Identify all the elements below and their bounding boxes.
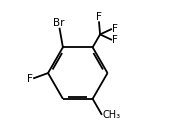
Text: Br: Br [53, 18, 65, 28]
Text: CH₃: CH₃ [103, 110, 121, 120]
Text: F: F [96, 12, 102, 22]
Text: F: F [27, 74, 33, 84]
Text: F: F [112, 35, 118, 45]
Text: F: F [112, 24, 118, 34]
